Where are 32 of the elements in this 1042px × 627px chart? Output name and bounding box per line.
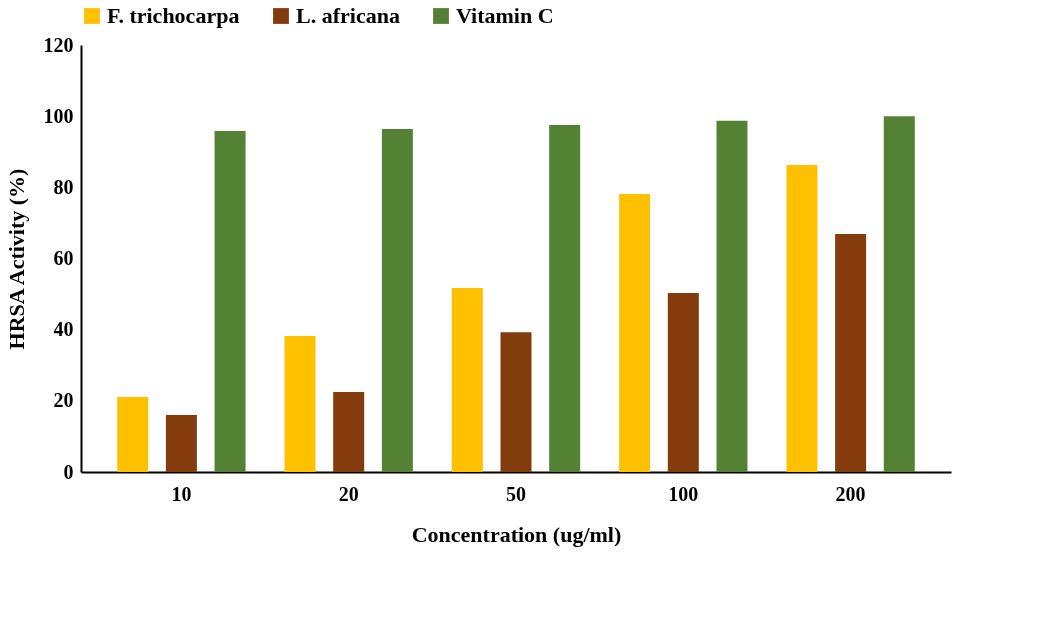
- legend-label: Vitamin C: [456, 3, 554, 28]
- x-tick-label: 20: [338, 482, 359, 505]
- y-tick-label: 100: [43, 104, 74, 127]
- x-axis-title: Concentration (ug/ml): [411, 521, 622, 547]
- bar: [165, 415, 197, 472]
- bar: [117, 396, 149, 472]
- legend-label: F. trichocarpa: [107, 3, 240, 28]
- bar: [835, 233, 867, 472]
- bar: [619, 194, 651, 472]
- y-tick-label: 120: [43, 33, 74, 56]
- y-tick-label: 20: [53, 389, 74, 412]
- y-tick-label: 80: [53, 175, 74, 198]
- x-tick-label: 200: [835, 482, 866, 505]
- legend-label: L. africana: [296, 3, 400, 28]
- x-tick-label: 50: [506, 482, 526, 505]
- bar: [549, 125, 581, 472]
- y-axis-title: HRSA Activity (%): [3, 168, 29, 350]
- bar: [716, 120, 748, 472]
- bar: [214, 131, 246, 472]
- x-tick-label: 100: [668, 482, 699, 505]
- bar: [333, 391, 365, 472]
- bar: [381, 128, 413, 472]
- bar: [284, 336, 316, 472]
- y-tick-label: 60: [53, 247, 74, 269]
- bar: [883, 116, 915, 472]
- bar: [451, 288, 483, 472]
- y-tick-label: 0: [63, 460, 74, 483]
- x-tick-label: 10: [171, 482, 192, 505]
- bar: [500, 332, 532, 472]
- y-tick-label: 40: [53, 318, 74, 341]
- bar: [667, 293, 699, 472]
- bar: [786, 164, 818, 472]
